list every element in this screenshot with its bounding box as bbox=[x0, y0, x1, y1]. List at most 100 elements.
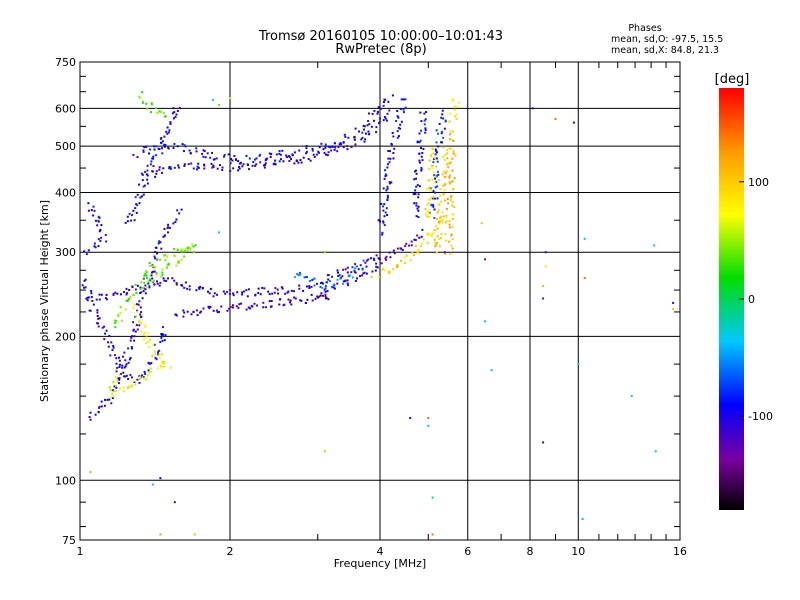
data-point bbox=[83, 286, 85, 289]
data-point bbox=[342, 141, 345, 144]
data-point bbox=[134, 288, 137, 291]
data-point bbox=[132, 306, 135, 309]
data-point bbox=[92, 214, 95, 217]
data-point bbox=[158, 349, 161, 352]
data-point bbox=[302, 290, 305, 292]
data-point bbox=[337, 146, 340, 149]
data-point bbox=[402, 108, 405, 111]
data-point bbox=[98, 317, 101, 320]
data-point bbox=[193, 533, 196, 536]
data-point bbox=[379, 220, 381, 223]
data-point bbox=[159, 533, 162, 536]
data-point bbox=[161, 147, 163, 150]
data-point bbox=[419, 139, 422, 142]
data-point bbox=[131, 293, 134, 296]
data-point bbox=[148, 346, 151, 349]
data-point bbox=[344, 279, 347, 282]
data-point bbox=[344, 135, 347, 138]
data-point bbox=[554, 118, 557, 120]
data-point bbox=[203, 150, 206, 152]
data-point bbox=[83, 279, 86, 282]
data-point bbox=[147, 331, 150, 334]
data-point bbox=[395, 120, 398, 122]
data-point bbox=[437, 209, 440, 212]
data-point bbox=[155, 273, 158, 276]
data-point bbox=[96, 224, 99, 227]
data-point bbox=[142, 193, 145, 196]
data-point bbox=[433, 181, 436, 184]
data-point bbox=[156, 282, 159, 285]
data-point bbox=[346, 282, 349, 285]
data-point bbox=[85, 253, 88, 256]
data-point bbox=[333, 142, 336, 145]
data-point bbox=[334, 287, 336, 290]
data-point bbox=[111, 392, 114, 395]
data-point bbox=[257, 287, 260, 290]
data-point bbox=[132, 209, 135, 212]
data-point bbox=[451, 169, 454, 172]
data-point bbox=[241, 291, 244, 294]
data-point bbox=[186, 249, 189, 252]
data-point bbox=[453, 177, 456, 180]
data-point bbox=[453, 206, 456, 208]
data-point bbox=[398, 135, 400, 138]
data-point bbox=[212, 309, 215, 312]
data-point bbox=[207, 305, 210, 308]
data-point bbox=[154, 175, 157, 178]
data-point bbox=[98, 405, 101, 408]
colorbar-tick-label: 100 bbox=[748, 176, 769, 189]
data-point bbox=[438, 203, 441, 206]
data-point bbox=[163, 279, 166, 282]
data-point bbox=[109, 354, 112, 357]
data-point bbox=[249, 307, 252, 310]
data-point bbox=[412, 193, 415, 196]
data-point bbox=[241, 293, 244, 296]
data-point bbox=[138, 300, 141, 303]
data-point bbox=[227, 153, 230, 156]
data-point bbox=[123, 366, 126, 369]
data-point bbox=[202, 149, 205, 152]
data-point bbox=[293, 276, 296, 279]
data-point bbox=[416, 250, 419, 253]
data-point bbox=[115, 386, 118, 389]
data-point bbox=[385, 255, 388, 258]
data-point bbox=[245, 154, 248, 157]
data-point bbox=[125, 363, 128, 366]
data-point bbox=[384, 117, 387, 120]
data-point bbox=[86, 296, 89, 299]
data-point bbox=[275, 153, 278, 156]
data-point bbox=[167, 277, 169, 280]
data-point bbox=[176, 145, 179, 148]
data-point bbox=[118, 366, 121, 368]
data-point bbox=[138, 183, 140, 186]
data-point bbox=[162, 167, 165, 170]
data-point bbox=[216, 311, 219, 314]
data-point bbox=[440, 215, 443, 218]
data-point bbox=[276, 288, 279, 291]
data-point bbox=[370, 257, 372, 260]
data-point bbox=[426, 203, 429, 206]
data-point bbox=[133, 303, 136, 306]
data-point bbox=[443, 158, 446, 161]
data-point bbox=[393, 252, 396, 255]
data-point bbox=[430, 235, 433, 238]
data-point bbox=[302, 156, 305, 159]
data-point bbox=[181, 284, 184, 287]
data-point bbox=[164, 334, 167, 337]
data-point bbox=[359, 275, 361, 277]
data-point bbox=[399, 108, 402, 111]
data-point bbox=[451, 247, 454, 250]
data-point bbox=[215, 157, 218, 160]
data-point bbox=[437, 203, 440, 206]
data-point bbox=[251, 164, 254, 167]
data-point bbox=[367, 120, 370, 122]
data-point bbox=[178, 106, 181, 109]
data-point bbox=[143, 377, 146, 379]
data-point bbox=[198, 286, 201, 289]
data-point bbox=[235, 305, 238, 308]
data-point bbox=[186, 287, 189, 290]
data-point bbox=[232, 304, 234, 307]
data-point bbox=[416, 207, 419, 210]
data-point bbox=[268, 300, 271, 303]
